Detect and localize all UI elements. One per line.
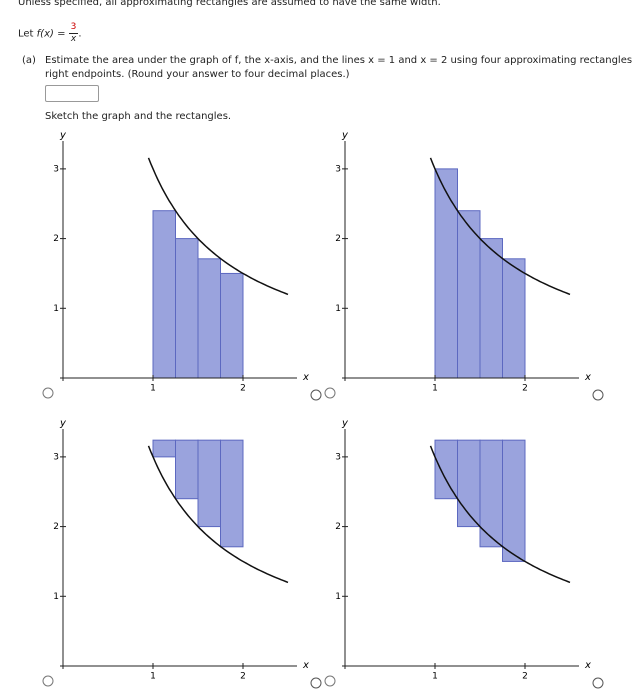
y-tick-label: 2 bbox=[335, 234, 341, 244]
rectangle bbox=[152, 210, 176, 379]
rectangle bbox=[502, 439, 526, 562]
y-tick-label: 3 bbox=[335, 452, 341, 462]
x-tick-label: 1 bbox=[150, 672, 156, 682]
rectangle bbox=[434, 168, 458, 379]
radio-button[interactable] bbox=[324, 387, 336, 399]
question: right endpoints. (Round your answer to f… bbox=[45, 69, 350, 80]
radio-button[interactable] bbox=[42, 387, 54, 399]
rectangle bbox=[197, 439, 221, 528]
radio-button[interactable] bbox=[42, 675, 54, 687]
text: = bbox=[53, 28, 69, 40]
y-axis-label: y bbox=[59, 130, 67, 141]
x-tick-label: 2 bbox=[240, 672, 246, 682]
text: Let bbox=[18, 28, 37, 40]
y-tick-label: 1 bbox=[335, 304, 341, 314]
rectangle bbox=[197, 258, 221, 379]
curve bbox=[429, 157, 571, 296]
curve bbox=[147, 445, 289, 584]
x-axis-label: x bbox=[302, 372, 309, 383]
y-tick-label: 1 bbox=[335, 592, 341, 602]
radio-button[interactable] bbox=[324, 675, 336, 687]
text: . bbox=[78, 28, 82, 40]
x-axis-label: x bbox=[302, 660, 309, 671]
info-icon[interactable] bbox=[592, 677, 604, 689]
x-axis-label: x bbox=[584, 372, 591, 383]
x-tick-label: 2 bbox=[240, 384, 246, 394]
info-icon[interactable] bbox=[310, 677, 322, 689]
y-tick-label: 1 bbox=[53, 304, 59, 314]
x-tick-label: 1 bbox=[432, 384, 438, 394]
y-tick-label: 2 bbox=[53, 234, 59, 244]
x-tick-label: 1 bbox=[150, 384, 156, 394]
y-tick-label: 2 bbox=[53, 522, 59, 532]
prompt: Sketch the graph and the rectangles. bbox=[45, 111, 232, 122]
x-tick-label: 2 bbox=[522, 672, 528, 682]
part-label: (a) bbox=[22, 55, 36, 66]
y-tick-label: 3 bbox=[335, 164, 341, 174]
x-tick-label: 2 bbox=[522, 384, 528, 394]
rectangle bbox=[152, 439, 176, 458]
note: Unless specified, all approximating rect… bbox=[18, 0, 441, 8]
rectangle bbox=[175, 439, 199, 500]
y-tick-label: 3 bbox=[53, 164, 59, 174]
curve bbox=[147, 157, 289, 296]
curve bbox=[429, 445, 571, 584]
info-icon[interactable] bbox=[592, 389, 604, 401]
y-tick-label: 3 bbox=[53, 452, 59, 462]
rectangle bbox=[220, 272, 244, 379]
x-tick-label: 1 bbox=[432, 672, 438, 682]
denominator: x bbox=[70, 34, 77, 44]
rectangle bbox=[434, 439, 458, 500]
y-tick-label: 2 bbox=[335, 522, 341, 532]
y-axis-label: y bbox=[59, 418, 67, 429]
question: Estimate the area under the graph of f, … bbox=[45, 55, 632, 66]
y-axis-label: y bbox=[341, 130, 349, 141]
answer-input[interactable] bbox=[45, 85, 99, 102]
rectangle bbox=[502, 258, 526, 379]
text: f(x) bbox=[36, 28, 54, 40]
x-axis-label: x bbox=[584, 660, 591, 671]
info-icon[interactable] bbox=[310, 389, 322, 401]
rectangle bbox=[479, 238, 503, 379]
rectangle bbox=[220, 439, 244, 548]
y-tick-label: 1 bbox=[53, 592, 59, 602]
y-axis-label: y bbox=[341, 418, 349, 429]
rectangle bbox=[175, 238, 199, 379]
numerator: 3 bbox=[68, 22, 79, 34]
